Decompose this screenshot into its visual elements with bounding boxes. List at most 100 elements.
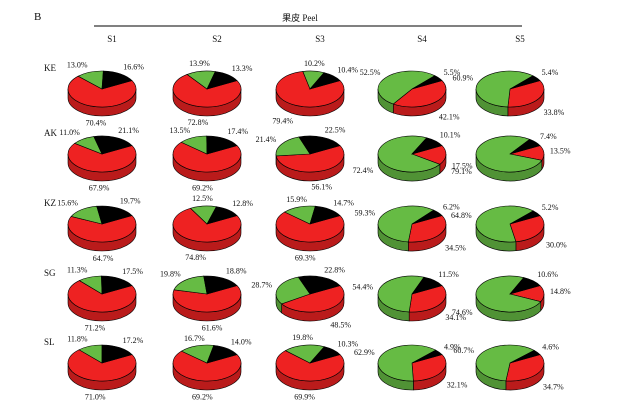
row-label-ak: AK bbox=[44, 128, 57, 138]
data-label-black: 14.0% bbox=[231, 338, 252, 347]
data-label-red: 71.0% bbox=[85, 392, 106, 401]
pie-slice-red bbox=[67, 75, 137, 108]
data-label-green: 21.4% bbox=[256, 135, 277, 144]
pie-ak-s3: 56.1% 21.4% 22.5% bbox=[256, 126, 346, 192]
pie-slice-green bbox=[377, 205, 435, 243]
pie-kz-s3: 69.3% 15.9% 14.7% bbox=[275, 195, 354, 263]
data-label-red: 64.7% bbox=[93, 254, 114, 263]
pie-kz-s4: 34.5% 59.3% 6.2% bbox=[355, 203, 467, 253]
data-label-green: 64.8% bbox=[451, 211, 472, 220]
pie-sg-s4: 34.1% 54.4% 11.5% bbox=[352, 270, 466, 322]
pie-slice-red bbox=[67, 349, 137, 382]
data-label-black: 6.2% bbox=[443, 203, 460, 212]
pie-slice-red bbox=[509, 215, 545, 243]
pie-slice-red bbox=[275, 350, 345, 382]
data-label-black: 5.4% bbox=[542, 68, 559, 77]
data-label-red: 56.1% bbox=[311, 183, 332, 192]
data-label-black: 22.5% bbox=[325, 126, 346, 135]
pie-slice-red bbox=[172, 207, 242, 243]
pie-slice-black bbox=[101, 70, 133, 90]
data-label-green: 13.5% bbox=[170, 126, 191, 135]
pie-slice-red bbox=[172, 74, 242, 108]
data-label-black: 10.6% bbox=[537, 270, 558, 279]
data-label-black: 13.3% bbox=[232, 64, 253, 73]
pie-slice-red bbox=[411, 354, 447, 382]
pie-ak-s5: 13.5% 79.1% 7.4% bbox=[451, 132, 571, 182]
data-label-black: 17.5% bbox=[122, 267, 143, 276]
pie-slice-red bbox=[172, 350, 242, 382]
data-label-black: 5.5% bbox=[444, 68, 461, 77]
data-label-black: 17.4% bbox=[227, 127, 248, 136]
data-label-green: 79.1% bbox=[451, 167, 472, 176]
pie-slice-red bbox=[408, 285, 447, 313]
row-label-kz: KZ bbox=[44, 198, 56, 208]
data-label-red: 69.2% bbox=[192, 393, 213, 401]
figure-header: 果皮 Peel bbox=[282, 12, 318, 23]
data-label-black: 4.6% bbox=[542, 343, 559, 352]
data-label-black: 10.3% bbox=[338, 339, 359, 348]
data-label-green: 11.0% bbox=[59, 128, 80, 137]
pie-slice-black bbox=[411, 349, 443, 364]
data-label-black: 10.1% bbox=[440, 131, 461, 140]
data-label-green: 15.9% bbox=[286, 195, 307, 204]
data-label-green: 62.9% bbox=[354, 348, 375, 357]
pie-slice-black bbox=[206, 135, 238, 155]
pie-slice-green bbox=[475, 70, 534, 108]
data-label-black: 12.8% bbox=[232, 199, 253, 208]
pie-slice-green bbox=[377, 344, 437, 382]
data-label-red: 79.4% bbox=[272, 117, 293, 126]
pie-sl-s5: 34.7% 60.7% 4.6% bbox=[453, 343, 564, 392]
data-label-red: 61.6% bbox=[202, 324, 223, 333]
data-label-green: 60.9% bbox=[453, 73, 474, 82]
data-label-green: 60.7% bbox=[453, 346, 474, 355]
pie-sl-s3: 69.9% 19.8% 10.3% bbox=[275, 333, 359, 401]
pie-slice-black bbox=[509, 210, 541, 225]
data-label-black: 7.4% bbox=[540, 132, 557, 141]
data-label-black: 16.6% bbox=[123, 63, 144, 72]
data-label-red: 34.1% bbox=[445, 313, 466, 322]
data-label-red: 72.8% bbox=[188, 118, 209, 127]
data-label-red: 67.9% bbox=[89, 184, 110, 193]
data-label-black: 19.7% bbox=[120, 196, 141, 205]
pie-slice-black bbox=[411, 209, 443, 225]
data-label-black: 21.1% bbox=[118, 126, 139, 135]
pie-ak-s2: 69.2% 13.5% 17.4% bbox=[170, 126, 249, 193]
pie-slice-black bbox=[203, 275, 238, 295]
data-label-red: 71.2% bbox=[85, 323, 106, 332]
data-label-green: 28.7% bbox=[251, 280, 272, 289]
pie-ak-s4: 17.5% 72.4% 10.1% bbox=[353, 131, 473, 182]
pie-slice-green bbox=[377, 70, 436, 105]
data-label-red: 13.5% bbox=[550, 146, 571, 155]
pie-slice-red bbox=[281, 285, 345, 313]
data-label-black: 10.4% bbox=[337, 65, 358, 74]
data-label-green: 74.6% bbox=[452, 308, 473, 317]
pie-slice-green bbox=[475, 205, 534, 243]
pie-slice-black bbox=[206, 345, 238, 364]
data-label-red: 69.3% bbox=[295, 254, 316, 263]
data-label-black: 11.5% bbox=[438, 270, 459, 279]
data-label-black: 17.2% bbox=[123, 336, 144, 345]
row-labels: KE AK KZ SG SL bbox=[44, 63, 57, 347]
pie-sl-s1: 71.0% 11.8% 17.2% bbox=[67, 334, 143, 401]
pie-slice-green bbox=[475, 135, 543, 173]
data-label-red: 32.1% bbox=[447, 381, 468, 390]
data-label-red: 70.4% bbox=[86, 119, 107, 128]
data-label-red: 33.8% bbox=[544, 108, 565, 117]
data-label-black: 18.8% bbox=[226, 267, 247, 276]
pie-slice-red bbox=[275, 145, 345, 173]
data-label-red: 69.2% bbox=[192, 184, 213, 193]
data-label-green: 19.8% bbox=[160, 270, 181, 279]
pie-sg-s5: 14.8% 74.6% 10.6% bbox=[452, 270, 571, 322]
data-label-red: 17.5% bbox=[452, 161, 473, 170]
data-label-black: 22.8% bbox=[324, 265, 345, 274]
pie-slice-green bbox=[275, 276, 311, 305]
data-label-red: 42.1% bbox=[439, 113, 460, 122]
data-label-green: 52.5% bbox=[360, 68, 381, 77]
pie-slice-black bbox=[509, 138, 541, 155]
data-label-green: 12.5% bbox=[192, 194, 213, 203]
column-header-s1: S1 bbox=[107, 34, 117, 44]
data-label-black: 4.9% bbox=[444, 342, 461, 351]
row-label-sl: SL bbox=[44, 337, 55, 347]
pie-sg-s1: 71.2% 11.3% 17.5% bbox=[67, 265, 143, 332]
